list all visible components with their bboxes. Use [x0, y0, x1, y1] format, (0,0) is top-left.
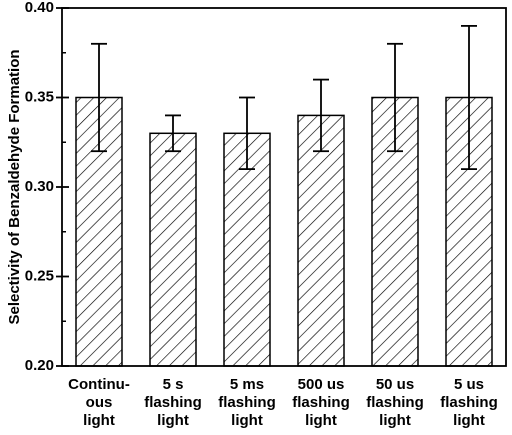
x-tick-label-line: flashing	[440, 394, 498, 411]
y-tick-label-4: 0.40	[25, 0, 54, 16]
bar-3	[297, 114, 345, 367]
y-tick-label-2: 0.30	[25, 178, 54, 195]
x-tick-label-line: Continu-	[68, 376, 130, 393]
y-tick-label-3: 0.35	[25, 88, 54, 105]
x-tick-label-5: 5 us flashing light	[440, 376, 498, 429]
bar-5	[445, 96, 493, 367]
x-tick-label-line: light	[453, 412, 485, 429]
y-axis-title: Selectivity of Benzaldehyde Formation	[6, 49, 23, 324]
bar-1	[149, 132, 197, 367]
x-tick-label-line: 50 us	[376, 376, 414, 393]
y-tick-label-0: 0.20	[25, 357, 54, 374]
error-bars-group	[91, 24, 477, 171]
x-tick-label-line: flashing	[144, 394, 202, 411]
x-tick-label-2: 5 ms flashing light	[218, 376, 276, 429]
x-tick-label-line: light	[305, 412, 337, 429]
x-tick-label-line: flashing	[366, 394, 424, 411]
x-tick-label-1: 5 s flashing light	[144, 376, 202, 429]
x-tick-label-line: 5 us	[454, 376, 484, 393]
bar-2	[223, 132, 271, 367]
x-tick-label-0: Continu-ous light	[68, 376, 130, 429]
y-axis-ticks: 0.20 0.25 0.30 0.35 0.40	[25, 0, 69, 374]
y-tick-label-1: 0.25	[25, 267, 54, 284]
x-tick-label-line: light	[157, 412, 189, 429]
x-tick-label-line: flashing	[292, 394, 350, 411]
plot-frame	[61, 7, 507, 367]
bars-group	[75, 96, 493, 367]
x-tick-label-line: 5 ms	[230, 376, 264, 393]
x-tick-label-4: 50 us flashing light	[366, 376, 424, 429]
x-tick-label-line: flashing	[218, 394, 276, 411]
x-tick-label-line: light	[231, 412, 263, 429]
x-tick-label-line: 500 us	[298, 376, 345, 393]
x-tick-label-line: light	[379, 412, 411, 429]
x-tick-label-3: 500 us flashing light	[292, 376, 350, 429]
x-tick-label-line: ous	[86, 394, 113, 411]
x-tick-label-line: 5 s	[163, 376, 184, 393]
x-tick-label-line: light	[83, 412, 115, 429]
